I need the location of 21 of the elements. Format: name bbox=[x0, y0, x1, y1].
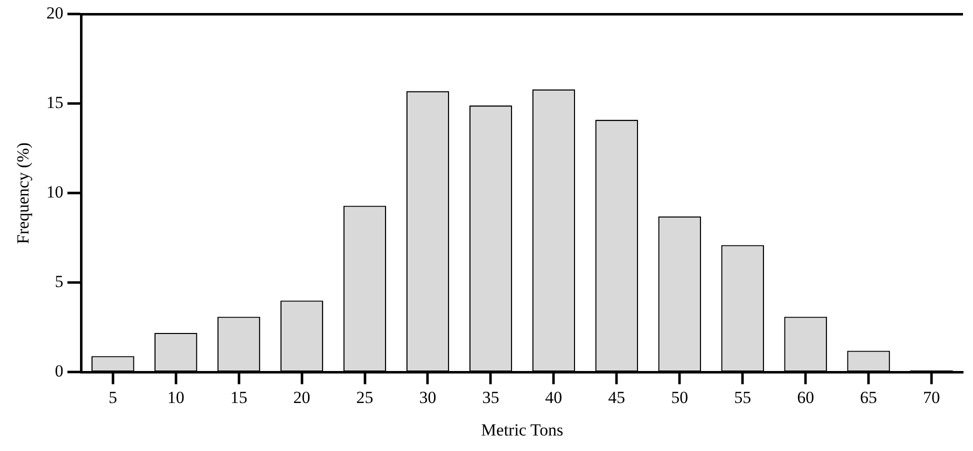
y-axis-title: Frequency (%) bbox=[14, 142, 33, 244]
x-tick-label: 70 bbox=[923, 388, 940, 407]
y-tick-label: 0 bbox=[54, 362, 64, 381]
y-tick-label: 15 bbox=[46, 93, 64, 112]
x-tick-label: 20 bbox=[293, 388, 310, 407]
x-tick-label: 15 bbox=[230, 388, 248, 407]
y-tick-label: 10 bbox=[46, 182, 64, 202]
x-tick-label: 40 bbox=[545, 388, 562, 407]
x-tick-label: 25 bbox=[356, 388, 374, 407]
x-tick-label: 50 bbox=[671, 388, 688, 407]
x-tick-label: 35 bbox=[482, 388, 500, 407]
x-tick-label: 5 bbox=[108, 388, 118, 407]
x-tick-label: 45 bbox=[608, 388, 626, 407]
x-tick-label: 30 bbox=[419, 388, 436, 407]
y-tick-label: 5 bbox=[54, 272, 64, 292]
x-tick-label: 65 bbox=[860, 388, 878, 407]
y-tick-label: 20 bbox=[46, 4, 64, 23]
x-tick-label: 10 bbox=[167, 388, 184, 407]
x-tick-label: 55 bbox=[734, 388, 752, 407]
x-tick-label: 60 bbox=[797, 388, 814, 407]
x-axis-title: Metric Tons bbox=[481, 420, 564, 440]
